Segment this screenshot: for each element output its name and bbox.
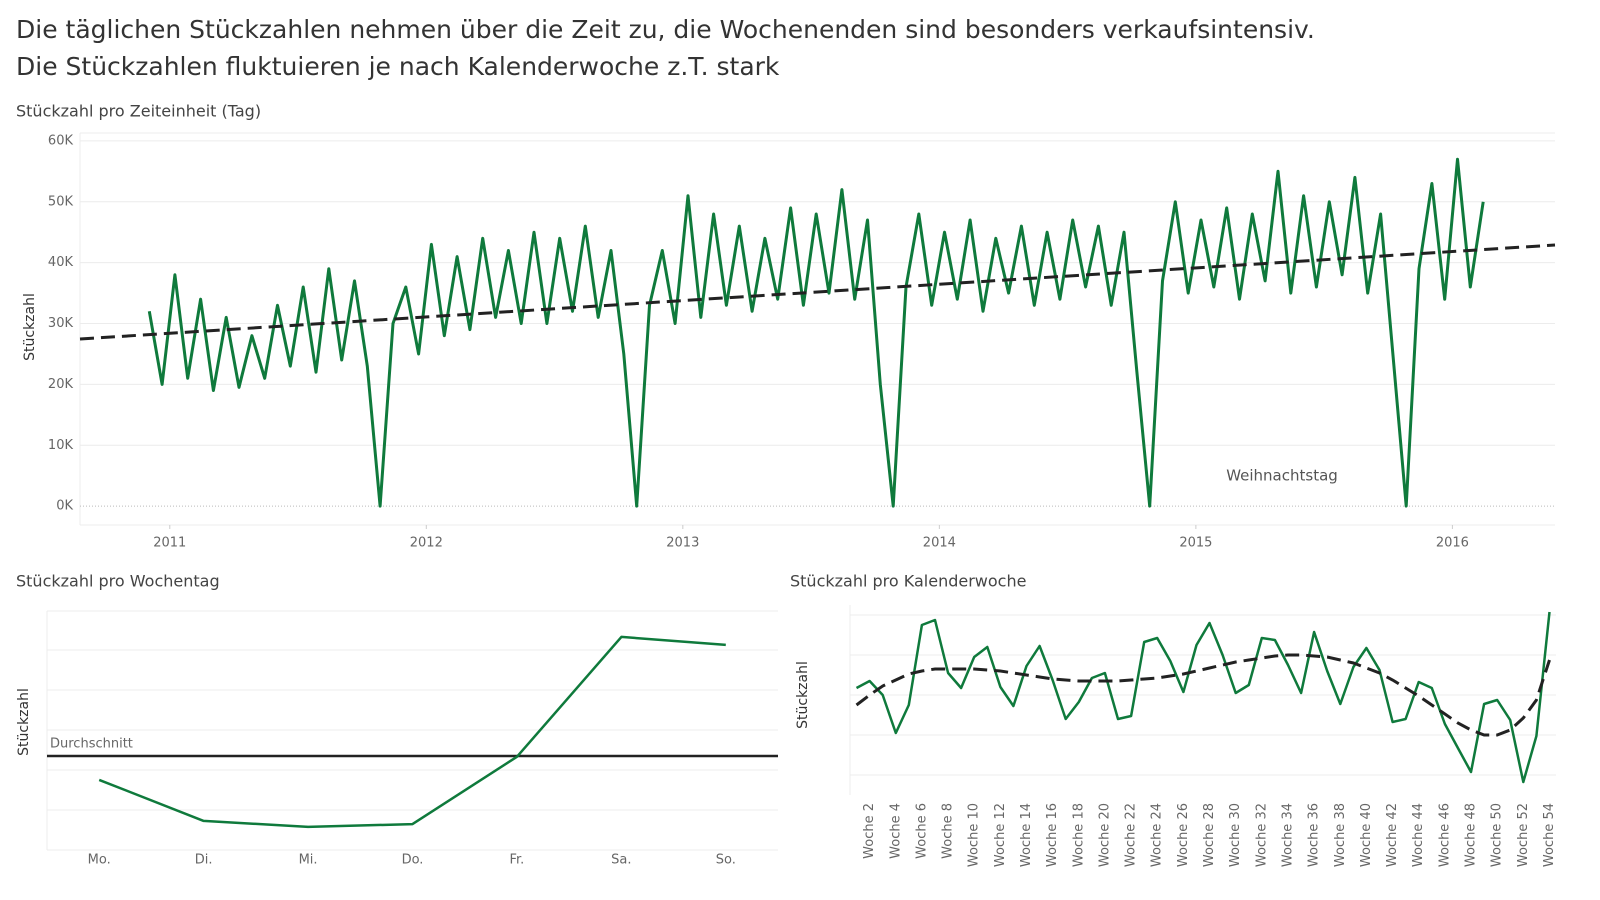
y-axis-label: Stückzahl — [22, 293, 38, 361]
x-tick-label: Mo. — [88, 853, 111, 868]
x-tick-label: Woche 44 — [1411, 803, 1426, 867]
x-tick-label: Woche 16 — [1045, 803, 1060, 867]
y-tick-label: 50K — [48, 194, 74, 209]
chart-title: Stückzahl pro Zeiteinheit (Tag) — [16, 102, 261, 121]
x-tick-label: 2016 — [1436, 536, 1469, 551]
x-tick-label: Di. — [195, 853, 213, 868]
x-tick-label: Woche 48 — [1464, 803, 1479, 867]
headline: Die Stückzahlen fluktuieren je nach Kale… — [16, 52, 780, 81]
x-tick-label: Woche 36 — [1307, 803, 1322, 867]
average-label: Durchschnitt — [50, 736, 133, 751]
x-tick-label: Woche 18 — [1071, 803, 1086, 867]
x-tick-label: Woche 32 — [1254, 803, 1269, 867]
trend-line — [79, 243, 1556, 341]
x-tick-label: Sa. — [611, 853, 631, 868]
x-tick-label: Woche 10 — [967, 803, 982, 867]
data-line — [98, 635, 726, 829]
x-tick-label: Woche 2 — [862, 803, 877, 859]
y-tick-label: 0K — [56, 499, 73, 514]
panel-frames — [46, 132, 1556, 851]
data-line — [147, 157, 1485, 508]
x-tick-label: Woche 8 — [941, 803, 956, 859]
x-tick-label: Woche 52 — [1516, 803, 1531, 867]
y-tick-label: 30K — [48, 316, 74, 331]
x-tick-label: Woche 28 — [1202, 803, 1217, 867]
x-tick-label: Woche 22 — [1124, 803, 1139, 867]
y-axis-label: Stückzahl — [16, 688, 32, 756]
headline: Die täglichen Stückzahlen nehmen über di… — [16, 15, 1315, 44]
x-tick-label: Woche 26 — [1176, 803, 1191, 867]
y-tick-label: 40K — [48, 255, 74, 270]
x-tick-label: Woche 42 — [1385, 803, 1400, 867]
x-tick-label: Fr. — [510, 853, 525, 868]
x-tick-label: Woche 12 — [993, 803, 1008, 867]
trend-line — [855, 653, 1551, 737]
x-tick-label: 2013 — [666, 536, 699, 551]
x-tick-label: Woche 38 — [1333, 803, 1348, 867]
y-tick-label: 60K — [48, 133, 74, 148]
x-tick-label: Woche 6 — [914, 803, 929, 859]
x-tick-label: Woche 40 — [1359, 803, 1374, 867]
chart-title: Stückzahl pro Wochentag — [16, 572, 220, 591]
x-tick-label: Woche 30 — [1228, 803, 1243, 867]
chart-title: Stückzahl pro Kalenderwoche — [790, 572, 1026, 591]
x-tick-label: 2012 — [410, 536, 443, 551]
x-tick-label: 2015 — [1179, 536, 1212, 551]
x-tick-label: Woche 46 — [1437, 803, 1452, 867]
annotation: Weihnachtstag — [1226, 467, 1338, 485]
x-tick-label: Woche 54 — [1542, 803, 1557, 867]
x-tick-label: 2011 — [153, 536, 186, 551]
data-line — [855, 611, 1551, 784]
x-tick-label: Woche 4 — [888, 803, 903, 859]
y-axis-label: Stückzahl — [795, 661, 811, 729]
x-tick-label: Do. — [402, 853, 424, 868]
x-tick-label: Woche 14 — [1019, 803, 1034, 867]
y-tick-label: 20K — [48, 377, 74, 392]
x-tick-label: 2014 — [923, 536, 956, 551]
y-tick-label: 10K — [48, 438, 74, 453]
x-tick-label: Woche 34 — [1280, 803, 1295, 867]
x-tick-label: Woche 50 — [1490, 803, 1505, 867]
x-tick-label: Mi. — [299, 853, 318, 868]
x-tick-label: Woche 20 — [1097, 803, 1112, 867]
x-tick-label: Woche 24 — [1150, 803, 1165, 867]
x-tick-label: So. — [716, 853, 736, 868]
